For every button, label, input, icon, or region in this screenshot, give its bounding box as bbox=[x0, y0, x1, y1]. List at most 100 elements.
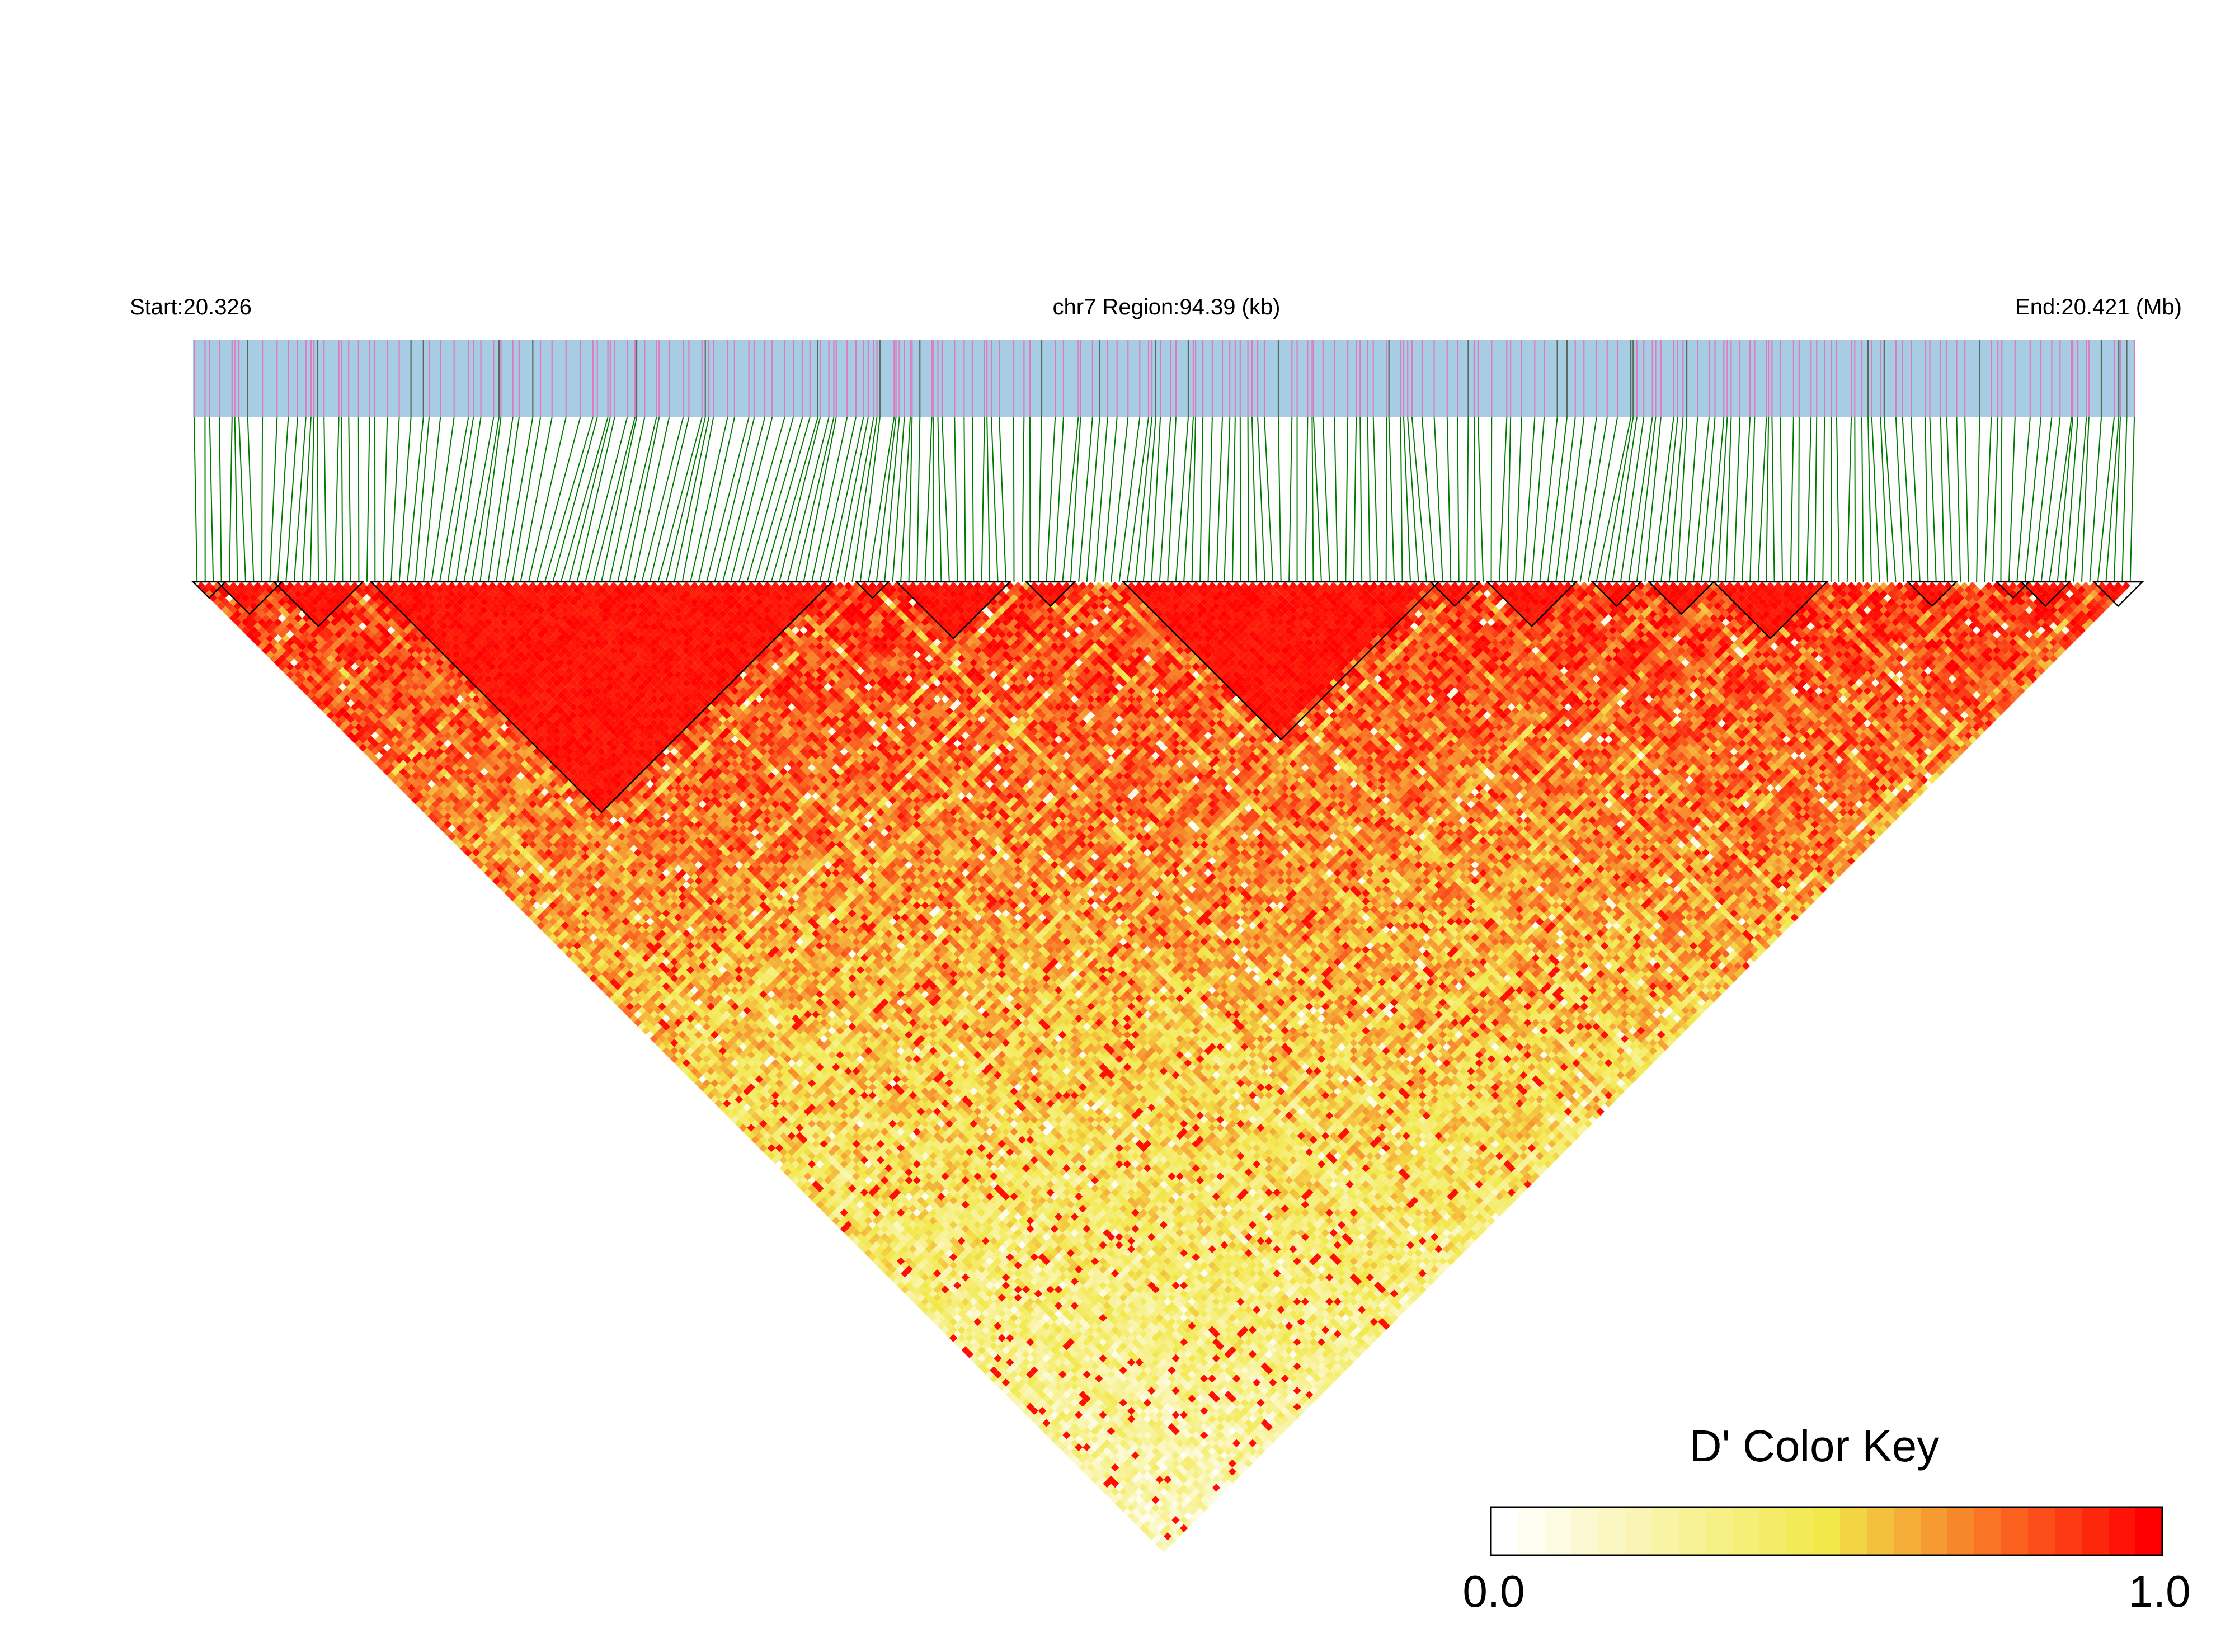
snp-connector bbox=[1142, 417, 1156, 582]
snp-connector bbox=[1757, 417, 1767, 582]
snp-connector bbox=[447, 417, 474, 582]
ld-cell bbox=[277, 662, 286, 671]
snp-connector bbox=[1353, 417, 1357, 582]
ld-cell bbox=[589, 974, 597, 982]
snp-track-background bbox=[193, 340, 2134, 417]
ld-cell bbox=[338, 723, 347, 732]
ld-cell bbox=[225, 610, 234, 619]
snp-connector bbox=[2040, 417, 2061, 582]
ld-cell bbox=[674, 1059, 683, 1067]
snp-connector bbox=[1046, 417, 1056, 582]
snp-position-track bbox=[193, 340, 2135, 417]
ld-cell bbox=[346, 731, 355, 740]
snp-connector bbox=[1070, 417, 1081, 582]
snp-connector bbox=[991, 417, 999, 582]
snp-connector bbox=[1159, 417, 1171, 582]
snp-connector bbox=[471, 417, 500, 582]
ld-cell bbox=[549, 933, 557, 942]
snp-connector bbox=[787, 417, 830, 582]
snp-connector bbox=[1867, 417, 1872, 582]
snp-connector bbox=[1247, 417, 1249, 582]
snp-connector bbox=[2000, 417, 2003, 582]
ld-cell bbox=[484, 869, 492, 877]
ld-cell bbox=[731, 1116, 739, 1124]
snp-connector bbox=[1385, 417, 1387, 582]
ld-cell bbox=[476, 860, 484, 869]
ld-cell bbox=[237, 622, 246, 630]
ld-cell bbox=[533, 917, 541, 926]
snp-connector bbox=[1400, 417, 1403, 582]
snp-connector bbox=[247, 417, 255, 582]
snp-connector bbox=[1305, 417, 1309, 582]
ld-cell bbox=[633, 1018, 642, 1027]
snp-connector bbox=[1407, 417, 1419, 582]
snp-connector bbox=[1514, 417, 1522, 582]
snp-connector bbox=[1388, 417, 1395, 582]
ld-cell bbox=[622, 1006, 630, 1015]
snp-connector bbox=[390, 417, 400, 582]
snp-connector bbox=[560, 417, 609, 582]
snp-connector bbox=[1037, 417, 1043, 582]
snp-connector bbox=[1207, 417, 1213, 582]
snp-connector bbox=[1224, 417, 1231, 582]
ld-cell bbox=[553, 938, 561, 946]
snp-connector bbox=[496, 417, 520, 582]
snp-connector bbox=[795, 417, 835, 582]
snp-connector bbox=[229, 417, 233, 582]
snp-connector bbox=[641, 417, 684, 582]
snp-connector bbox=[722, 417, 766, 582]
snp-connector bbox=[2049, 417, 2072, 582]
snp-connector bbox=[1199, 417, 1204, 582]
ld-cell bbox=[455, 840, 464, 849]
ld-cell bbox=[698, 1083, 707, 1091]
ld-cell bbox=[395, 780, 403, 788]
ld-cell bbox=[686, 1071, 695, 1080]
snp-connector bbox=[1094, 417, 1108, 582]
snp-connector bbox=[1709, 417, 1725, 582]
snp-connector bbox=[954, 417, 958, 582]
snp-connector bbox=[971, 417, 975, 582]
ld-cell bbox=[654, 1038, 662, 1047]
snp-connector bbox=[302, 417, 312, 582]
snp-connector bbox=[1086, 417, 1100, 582]
ld-cell bbox=[257, 642, 266, 651]
ld-cell bbox=[435, 820, 444, 829]
snp-connector bbox=[1880, 417, 1889, 582]
snp-connector bbox=[2032, 417, 2053, 582]
ld-cell bbox=[306, 691, 314, 699]
ld-cell bbox=[245, 630, 254, 639]
snp-connector bbox=[576, 417, 615, 582]
snp-connector bbox=[1053, 417, 1064, 582]
ld-cell bbox=[217, 602, 225, 610]
ld-cell bbox=[678, 1063, 686, 1071]
snp-connector bbox=[1636, 417, 1657, 582]
snp-connector bbox=[859, 417, 881, 582]
ld-cell bbox=[520, 905, 529, 914]
snp-connector bbox=[657, 417, 703, 582]
snp-connector bbox=[1652, 417, 1674, 582]
snp-connector bbox=[1547, 417, 1568, 582]
snp-connector bbox=[1312, 417, 1322, 582]
snp-connector bbox=[1571, 417, 1597, 582]
snp-connector bbox=[714, 417, 755, 582]
snp-connector bbox=[585, 417, 628, 582]
snp-connector bbox=[908, 417, 913, 582]
snp-connector bbox=[1372, 417, 1379, 582]
snp-connector bbox=[1588, 417, 1618, 582]
ld-cell bbox=[529, 913, 537, 922]
snp-connector bbox=[941, 417, 950, 582]
snp-connector bbox=[924, 417, 933, 582]
snp-connector bbox=[1902, 417, 1913, 582]
ld-cell bbox=[383, 768, 392, 776]
snp-connector bbox=[1911, 417, 1921, 582]
snp-connector bbox=[1215, 417, 1224, 582]
snp-connector bbox=[1701, 417, 1716, 582]
ld-cell bbox=[302, 686, 310, 695]
ld-cell bbox=[355, 739, 363, 748]
snp-connector bbox=[317, 417, 319, 582]
ld-cell bbox=[363, 747, 371, 756]
ld-cell bbox=[229, 614, 238, 623]
snp-connector bbox=[625, 417, 660, 582]
ld-cell bbox=[221, 606, 230, 614]
snp-connector bbox=[1183, 417, 1194, 582]
